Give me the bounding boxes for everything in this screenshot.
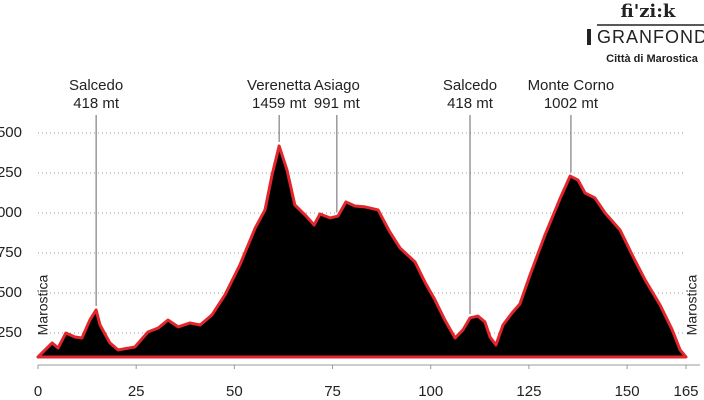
annotation-label: Verenetta [247,77,312,94]
x-tick-label: 75 [324,383,341,400]
x-tick-label: 50 [226,383,243,400]
logo-place: Città di Marostica [606,53,699,65]
x-tick-label: 0 [34,383,42,400]
start-label: Marostica [35,274,51,335]
annotation-elevation: 418 mt [73,95,120,112]
annotation-elevation: 1002 mt [544,95,599,112]
x-tick-label: 150 [615,383,640,400]
y-tick-label: 1250 [0,164,22,181]
x-tick-label: 165 [673,383,698,400]
logo-brand: fi'zi:k [621,1,676,22]
x-tick-label: 100 [418,383,443,400]
annotation-elevation: 418 mt [447,95,494,112]
x-tick-label: 25 [128,383,145,400]
annotation-elevation: 1459 mt [252,95,307,112]
y-tick-label: 250 [0,324,22,341]
annotation-label: Salcedo [443,77,497,94]
annotation-label: Salcedo [69,77,123,94]
y-tick-label: 1500 [0,124,22,141]
annotation-label: Monte Corno [528,77,615,94]
logo-icon [587,29,591,45]
y-tick-label: 1000 [0,204,22,221]
y-tick-label: 750 [0,244,22,261]
annotation-label: Asiago [314,77,360,94]
end-label: Marostica [684,274,700,335]
logo-event: GRANFONDO [597,27,704,47]
annotation-elevation: 991 mt [314,95,361,112]
elevation-profile [36,144,688,359]
y-tick-label: 500 [0,284,22,301]
x-tick-label: 125 [516,383,541,400]
